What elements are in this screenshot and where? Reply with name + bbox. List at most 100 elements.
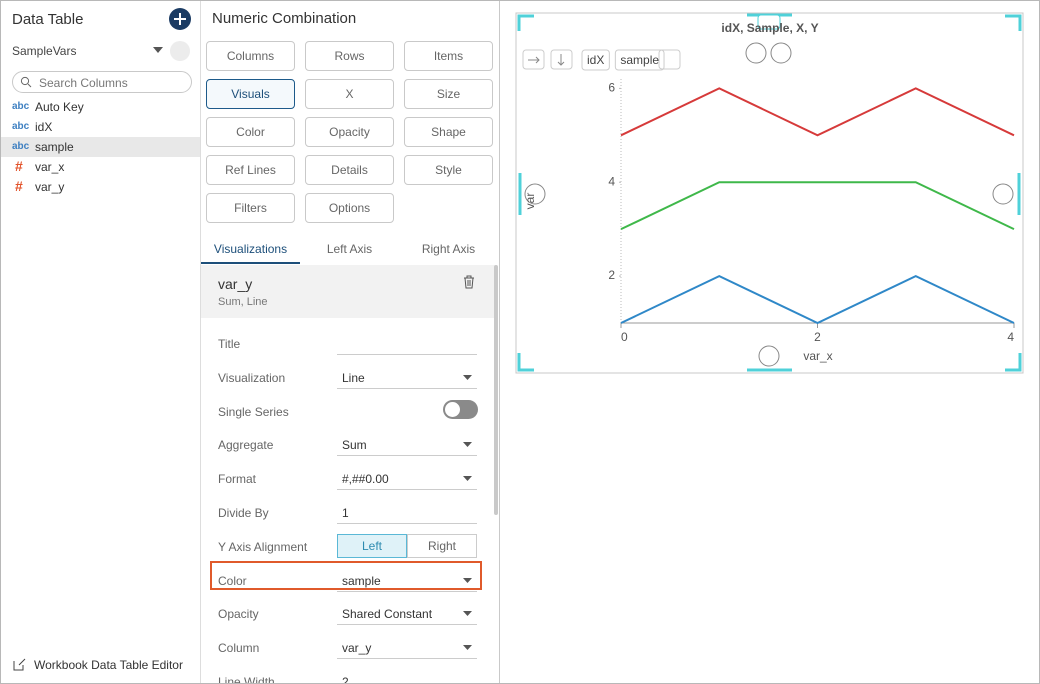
field-input[interactable]: sample <box>337 568 477 592</box>
search-box[interactable]: Search Columns <box>12 71 192 93</box>
field-label: Opacity <box>218 607 259 622</box>
toolbar-button[interactable]: Items <box>404 41 493 71</box>
chip-box <box>581 49 610 71</box>
column-name: sample <box>35 140 74 154</box>
field-row: Divide By 1 <box>201 500 493 526</box>
toolbar-button[interactable]: Ref Lines <box>206 155 295 185</box>
field-label: Format <box>218 472 257 487</box>
field-label: Y Axis Alignment <box>218 539 308 554</box>
toolbar-button[interactable]: Filters <box>206 193 295 223</box>
field-value: sample <box>342 573 381 588</box>
toolbar-button[interactable]: X <box>305 79 394 109</box>
field-input[interactable]: 1 <box>337 500 477 524</box>
delete-button[interactable] <box>463 275 475 289</box>
toolbar-icons[interactable] <box>522 49 681 70</box>
column-row[interactable]: abc idX <box>1 117 200 137</box>
column-row[interactable]: abc Auto Key <box>1 97 200 117</box>
field-value: var_y <box>342 641 372 656</box>
toolbar-button[interactable]: Visuals <box>206 79 295 109</box>
field-row: Format #,##0.00 <box>201 466 493 492</box>
field-label: Divide By <box>218 506 269 520</box>
toolbar-button[interactable]: Style <box>404 155 493 185</box>
y-tick-label: 4 <box>608 174 615 188</box>
tab[interactable]: Visualizations <box>201 234 300 264</box>
toggle-knob <box>445 401 460 417</box>
field-label: Single Series <box>218 404 289 419</box>
chart-title: idX, Sample, X, Y <box>721 21 818 35</box>
footer-link[interactable]: Workbook Data Table Editor <box>13 657 198 675</box>
add-button[interactable] <box>169 8 191 30</box>
toolbar-button[interactable]: Options <box>305 193 394 223</box>
column-type: abc <box>12 121 30 132</box>
tab[interactable]: Right Axis <box>421 242 476 256</box>
field-input[interactable]: 2 <box>337 669 477 684</box>
toolbar-chip[interactable]: idX <box>587 53 604 67</box>
field-row: Y Axis Alignment Left Right <box>201 533 493 560</box>
item-summary: Sum, Line <box>218 296 268 308</box>
chart: idX, Sample, X, Y idX sample 2 4 6 0 2 4 var_x var <box>515 12 1024 374</box>
column-row[interactable]: # var_y <box>1 177 200 197</box>
toolbar-button[interactable]: Columns <box>206 41 295 71</box>
search-placeholder: Search Columns <box>39 76 128 90</box>
x-tick-label: 4 <box>1007 330 1014 344</box>
segment-option[interactable]: Right <box>407 533 477 558</box>
edit-button[interactable] <box>170 41 190 61</box>
field-row: Line Width 2 <box>201 669 493 684</box>
footer-text: Workbook Data Table Editor <box>34 658 183 672</box>
handles[interactable] <box>524 14 1014 367</box>
settings-panel: Numeric Combination Columns Rows Items Visua… <box>201 1 500 683</box>
field-row: Color sample <box>201 560 493 594</box>
field-value: #,##0.00 <box>342 472 389 487</box>
toolbar-button[interactable]: Shape <box>404 117 493 147</box>
field-label: Aggregate <box>218 438 274 453</box>
panel-title: Numeric Combination <box>212 10 357 27</box>
dropdown-arrow <box>153 47 163 53</box>
series-line <box>620 274 1015 325</box>
x-tick-label: 0 <box>621 330 628 344</box>
series-line <box>620 87 1015 137</box>
column-row[interactable]: # var_x <box>1 157 200 177</box>
toggle[interactable] <box>443 399 478 419</box>
toolbar-button[interactable]: Size <box>404 79 493 109</box>
tab[interactable]: Left Axis <box>326 242 373 256</box>
field-label: Color <box>218 573 247 588</box>
field-row: Opacity Shared Constant <box>201 601 493 627</box>
field-value: 1 <box>342 506 349 520</box>
x-axis-label: var_x <box>803 349 832 363</box>
toolbar-button[interactable]: Rows <box>305 41 394 71</box>
y-tick-label: 2 <box>608 268 615 282</box>
column-type: abc <box>12 141 30 152</box>
field-value: 2 <box>342 675 349 684</box>
field-input[interactable]: Shared Constant <box>337 601 477 626</box>
field-value: Sum <box>342 438 367 453</box>
column-type: # <box>15 158 23 174</box>
scrollbar <box>494 265 498 515</box>
field-input[interactable]: Line <box>337 365 477 389</box>
field-label: Title <box>218 337 241 351</box>
column-row[interactable]: abc sample <box>1 137 200 157</box>
field-input[interactable]: var_y <box>337 635 477 660</box>
column-type: # <box>15 178 23 194</box>
segment-option[interactable]: Left <box>337 533 407 558</box>
field-row: Visualization Line <box>201 365 493 391</box>
toolbar-button[interactable]: Opacity <box>305 117 394 147</box>
data-table-panel: Data Table SampleVars Search Columns abc Aut… <box>1 1 201 683</box>
chip-box <box>614 49 665 71</box>
field-input[interactable]: Sum <box>337 432 477 457</box>
field-label: Line Width <box>218 675 275 684</box>
field-row: Single Series <box>201 399 493 425</box>
dataset-select[interactable]: SampleVars <box>12 44 77 58</box>
field-input[interactable]: #,##0.00 <box>337 466 477 491</box>
field-input[interactable] <box>337 331 477 355</box>
toolbar-button[interactable]: Color <box>206 117 295 147</box>
toolbar-button[interactable]: Details <box>305 155 394 185</box>
column-type: abc <box>12 101 30 112</box>
toolbar-chip[interactable]: sample <box>620 53 659 67</box>
series-line <box>620 181 1015 231</box>
selection-corners <box>517 13 1022 372</box>
field-label: Column <box>218 641 260 656</box>
item-header: var_y Sum, Line <box>201 265 495 318</box>
y-axis-label: var <box>523 193 537 210</box>
field-value: Shared Constant <box>342 607 433 622</box>
